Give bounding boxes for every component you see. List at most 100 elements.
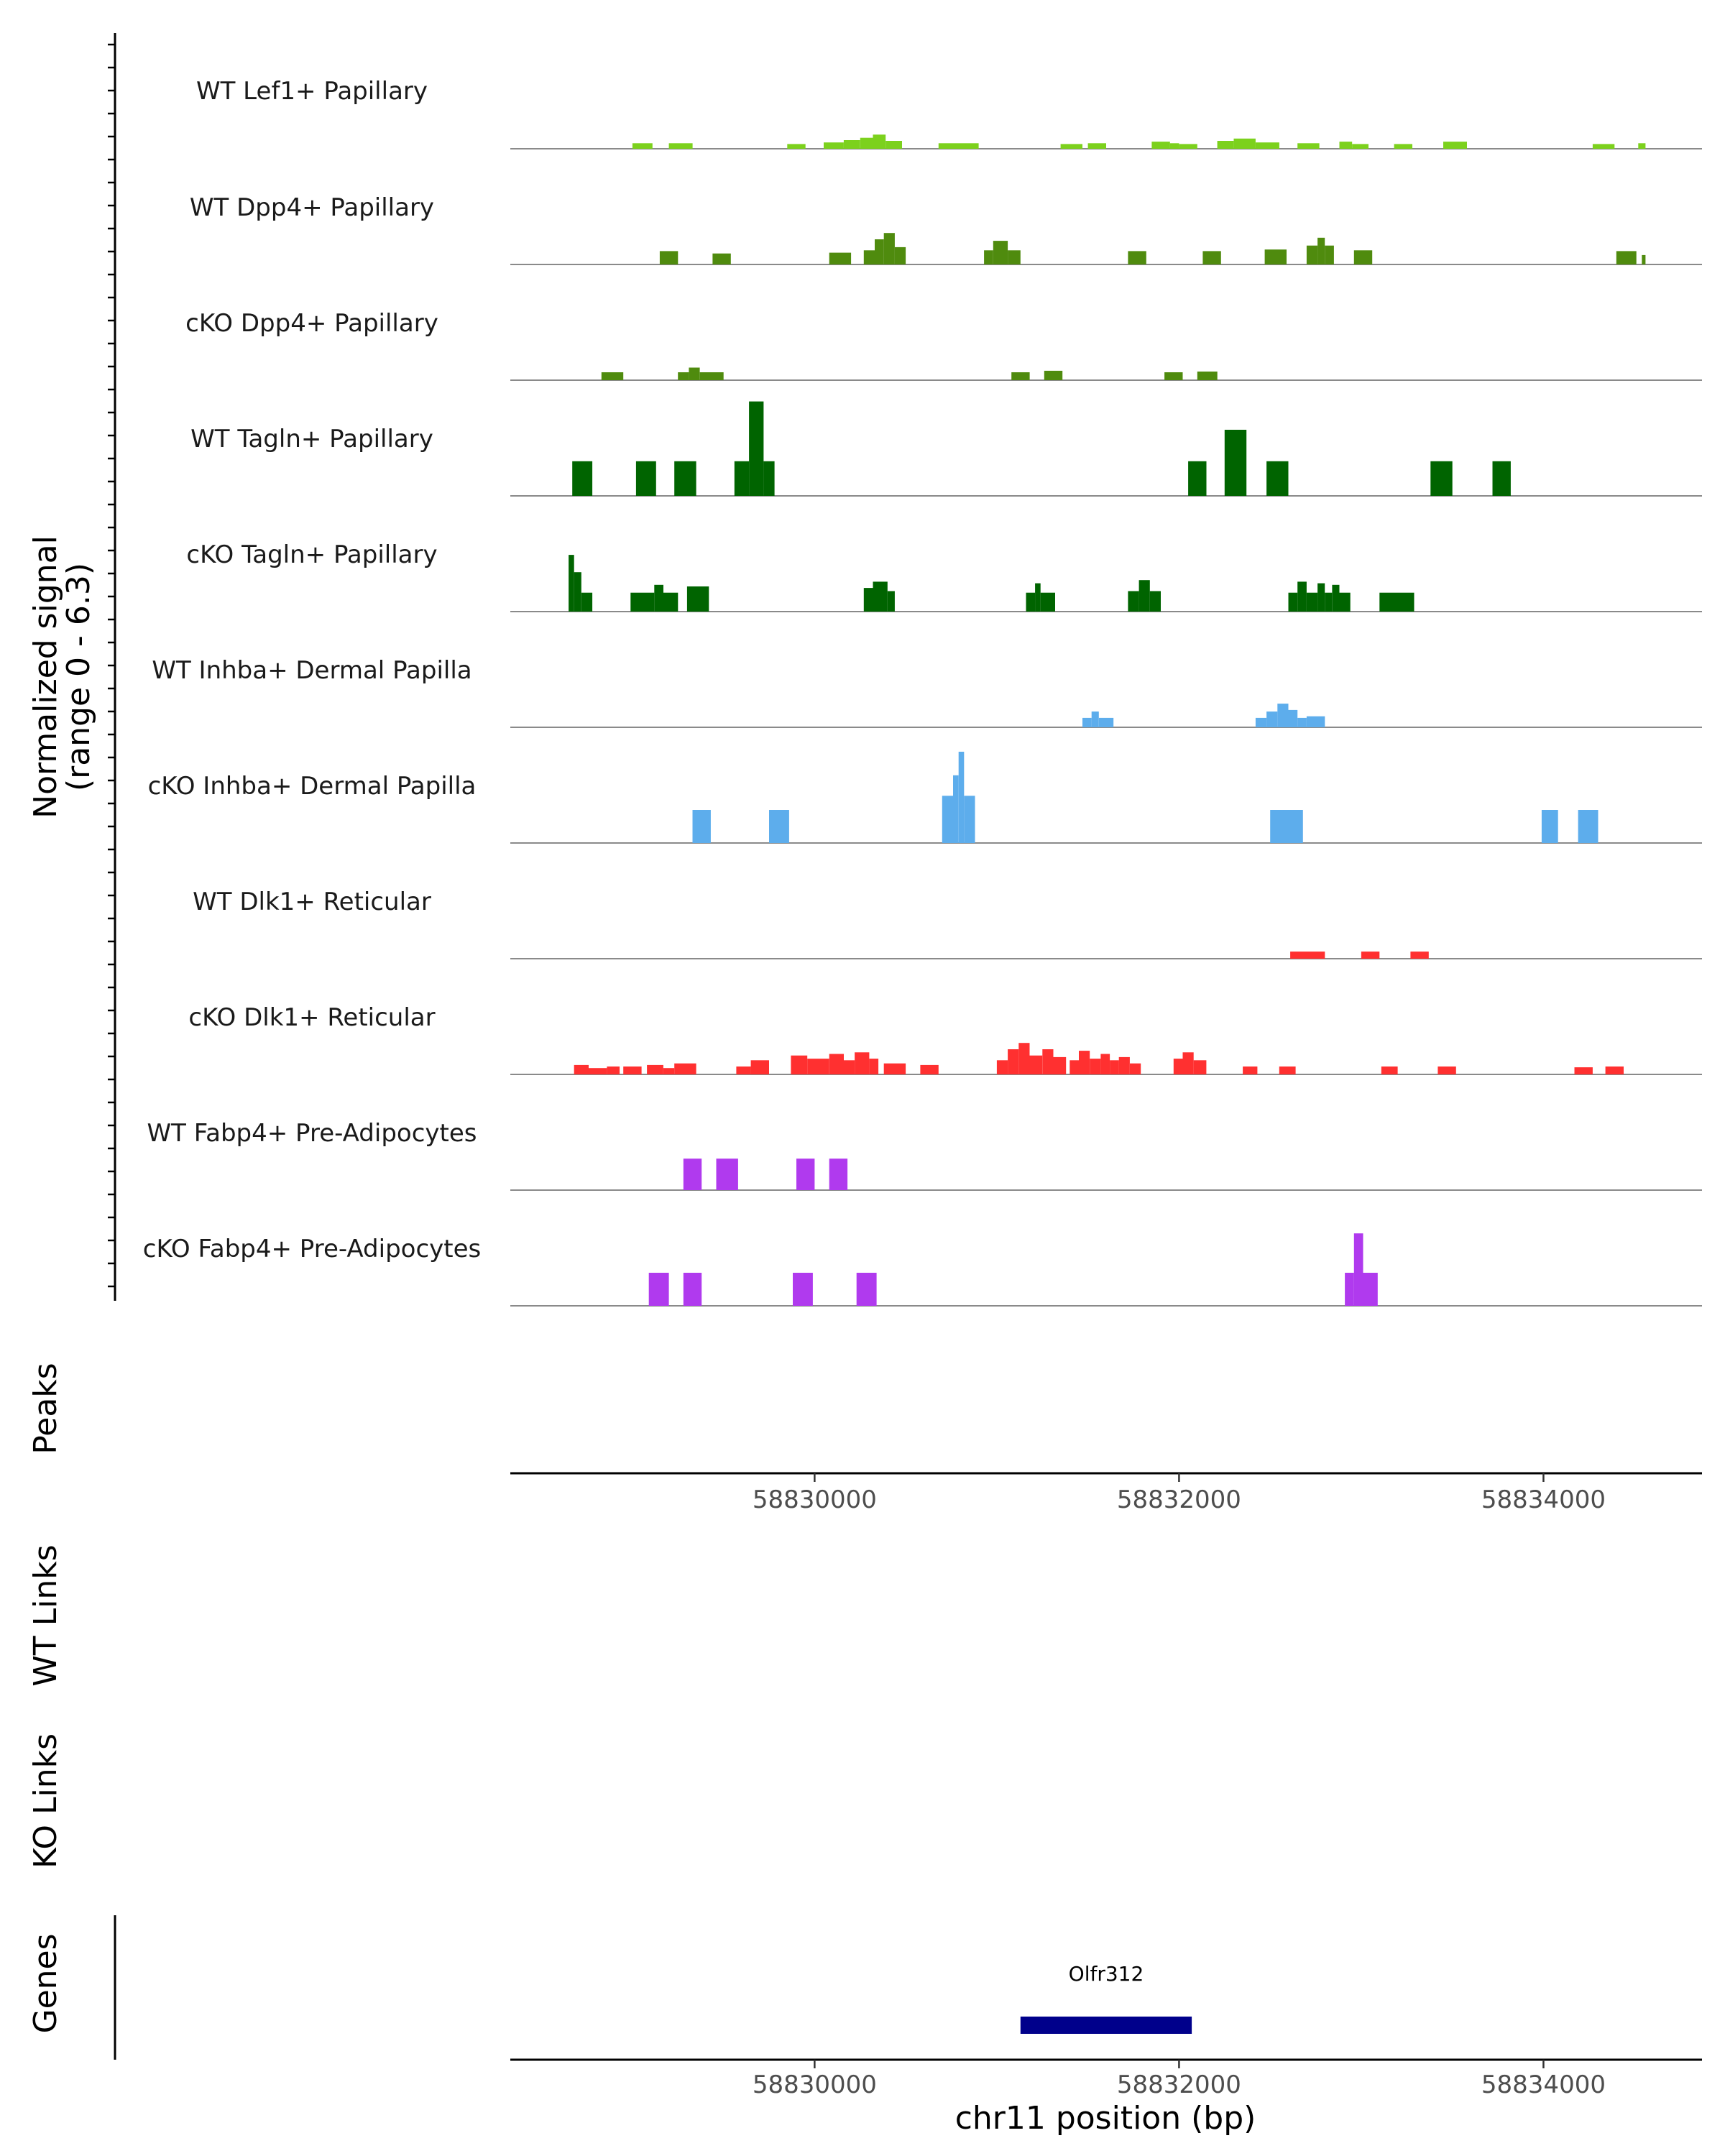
x-tick-label: 58832000 [1117, 1485, 1241, 1514]
peaks-panel-label: Peaks [27, 1363, 64, 1454]
x-tick-label: 58830000 [753, 2070, 877, 2099]
coverage-segment [953, 775, 959, 843]
coverage-segment [1255, 717, 1267, 727]
coverage-segment [686, 586, 709, 612]
coverage-segment [678, 372, 689, 380]
coverage-segment [1188, 461, 1207, 496]
gene-body [1020, 2017, 1192, 2034]
coverage-segment [796, 1158, 815, 1190]
coverage-segment [1029, 1055, 1043, 1074]
coverage-segment [1317, 237, 1325, 264]
coverage-segment [863, 250, 875, 264]
track-cko-dlk1-reticular: cKO Dlk1+ Reticular [188, 1003, 1702, 1075]
coverage-segment [873, 581, 888, 612]
coverage-segment [734, 461, 750, 496]
track-wt-dpp4-papillary: WT Dpp4+ Papillary [190, 193, 1702, 265]
x-tick-label: 58834000 [1481, 2070, 1606, 2099]
coverage-segment [1363, 1273, 1378, 1306]
coverage-segment [1042, 1049, 1054, 1074]
track-cko-tagln-papillary: cKO Tagln+ Papillary [186, 540, 1702, 612]
coverage-segment [1430, 461, 1453, 496]
coverage-segment [860, 137, 873, 149]
coverage-y-axis-label: Normalized signal [27, 535, 64, 819]
coverage-segment [1325, 592, 1333, 612]
coverage-segment [863, 588, 873, 612]
coverage-segment [716, 1158, 738, 1190]
coverage-segment [1090, 1059, 1101, 1074]
coverage-segment [1008, 1049, 1019, 1074]
track-wt-fabp4-pre-adipocytes: WT Fabp4+ Pre-Adipocytes [147, 1119, 1702, 1191]
coverage-segment [1379, 592, 1414, 612]
coverage-segment [1098, 717, 1114, 727]
coverage-segment [1353, 250, 1373, 264]
coverage-segment [1297, 143, 1320, 149]
coverage-segment [886, 141, 902, 149]
coverage-segment [1352, 144, 1368, 149]
coverage-segment [1277, 704, 1289, 727]
coverage-segment [663, 1068, 675, 1074]
coverage-segment [1091, 711, 1099, 727]
coverage-segment [683, 1158, 702, 1190]
coverage-segment [996, 1060, 1008, 1074]
coverage-segment [1018, 1043, 1030, 1074]
coverage-segment [572, 461, 593, 496]
coverage-segment [763, 461, 775, 496]
track-label: cKO Dpp4+ Papillary [185, 309, 438, 338]
coverage-segment [869, 1059, 879, 1074]
coverage-segment [856, 1273, 877, 1306]
x-tick-label: 58830000 [753, 1485, 877, 1514]
coverage-segment [1410, 952, 1429, 959]
coverage-segment [873, 134, 886, 149]
coverage-segment [1060, 144, 1082, 149]
coverage-segment [1164, 372, 1183, 380]
track-cko-dpp4-papillary: cKO Dpp4+ Papillary [185, 309, 1702, 381]
track-label: WT Dlk1+ Reticular [193, 888, 431, 916]
coverage-segment [1202, 251, 1221, 264]
coverage-segment [769, 810, 789, 843]
coverage-segment [1087, 143, 1106, 149]
coverage-segment [654, 584, 663, 612]
coverage-segment [1394, 144, 1412, 149]
track-label: cKO Tagln+ Papillary [186, 540, 437, 569]
track-label: WT Lef1+ Papillary [196, 77, 428, 106]
track-cko-fabp4-pre-adipocytes: cKO Fabp4+ Pre-Adipocytes [143, 1233, 1702, 1307]
coverage-segment [1279, 1067, 1296, 1074]
gene-strand-arrow [1029, 2017, 1041, 2034]
coverage-segment [1128, 251, 1146, 264]
coverage-segment [993, 241, 1008, 264]
coverage-segment [689, 367, 700, 380]
coverage-segment [1151, 142, 1170, 149]
coverage-segment [635, 461, 656, 496]
coverage-segment [1339, 592, 1351, 612]
track-wt-inhba-dermal-papilla: WT Inhba+ Dermal Papilla [152, 656, 1702, 728]
track-label: WT Dpp4+ Papillary [190, 193, 434, 222]
coverage-segment [1288, 709, 1298, 727]
coverage-segment [1217, 141, 1234, 149]
track-label: cKO Inhba+ Dermal Papilla [148, 772, 477, 801]
ko-links-panel-label: KO Links [27, 1733, 64, 1869]
coverage-segment [1233, 138, 1256, 149]
coverage-segment [1149, 591, 1161, 612]
coverage-segment [807, 1059, 829, 1074]
coverage-segment [692, 810, 711, 843]
coverage-segment [1325, 245, 1334, 264]
coverage-segment [1578, 810, 1598, 843]
coverage-segment [1011, 372, 1030, 380]
coverage-segment [1345, 1273, 1354, 1306]
coverage-segment [1044, 370, 1063, 380]
track-label: cKO Fabp4+ Pre-Adipocytes [143, 1235, 482, 1263]
coverage-segment [1169, 143, 1179, 149]
coverage-y-axis-range: (range 0 - 6.3) [60, 563, 97, 791]
coverage-segment [958, 752, 965, 843]
coverage-segment [1138, 580, 1150, 612]
coverage-segment [1224, 430, 1247, 496]
coverage-segment [607, 1067, 620, 1074]
genes-panel-label: Genes [27, 1933, 64, 2033]
coverage-segment [1443, 142, 1467, 149]
track-cko-inhba-dermal-papilla: cKO Inhba+ Dermal Papilla [148, 752, 1702, 844]
coverage-segment [574, 572, 581, 612]
coverage-segment [623, 1067, 642, 1074]
track-wt-tagln-papillary: WT Tagln+ Papillary [190, 401, 1702, 497]
coverage-segment [829, 1054, 844, 1074]
